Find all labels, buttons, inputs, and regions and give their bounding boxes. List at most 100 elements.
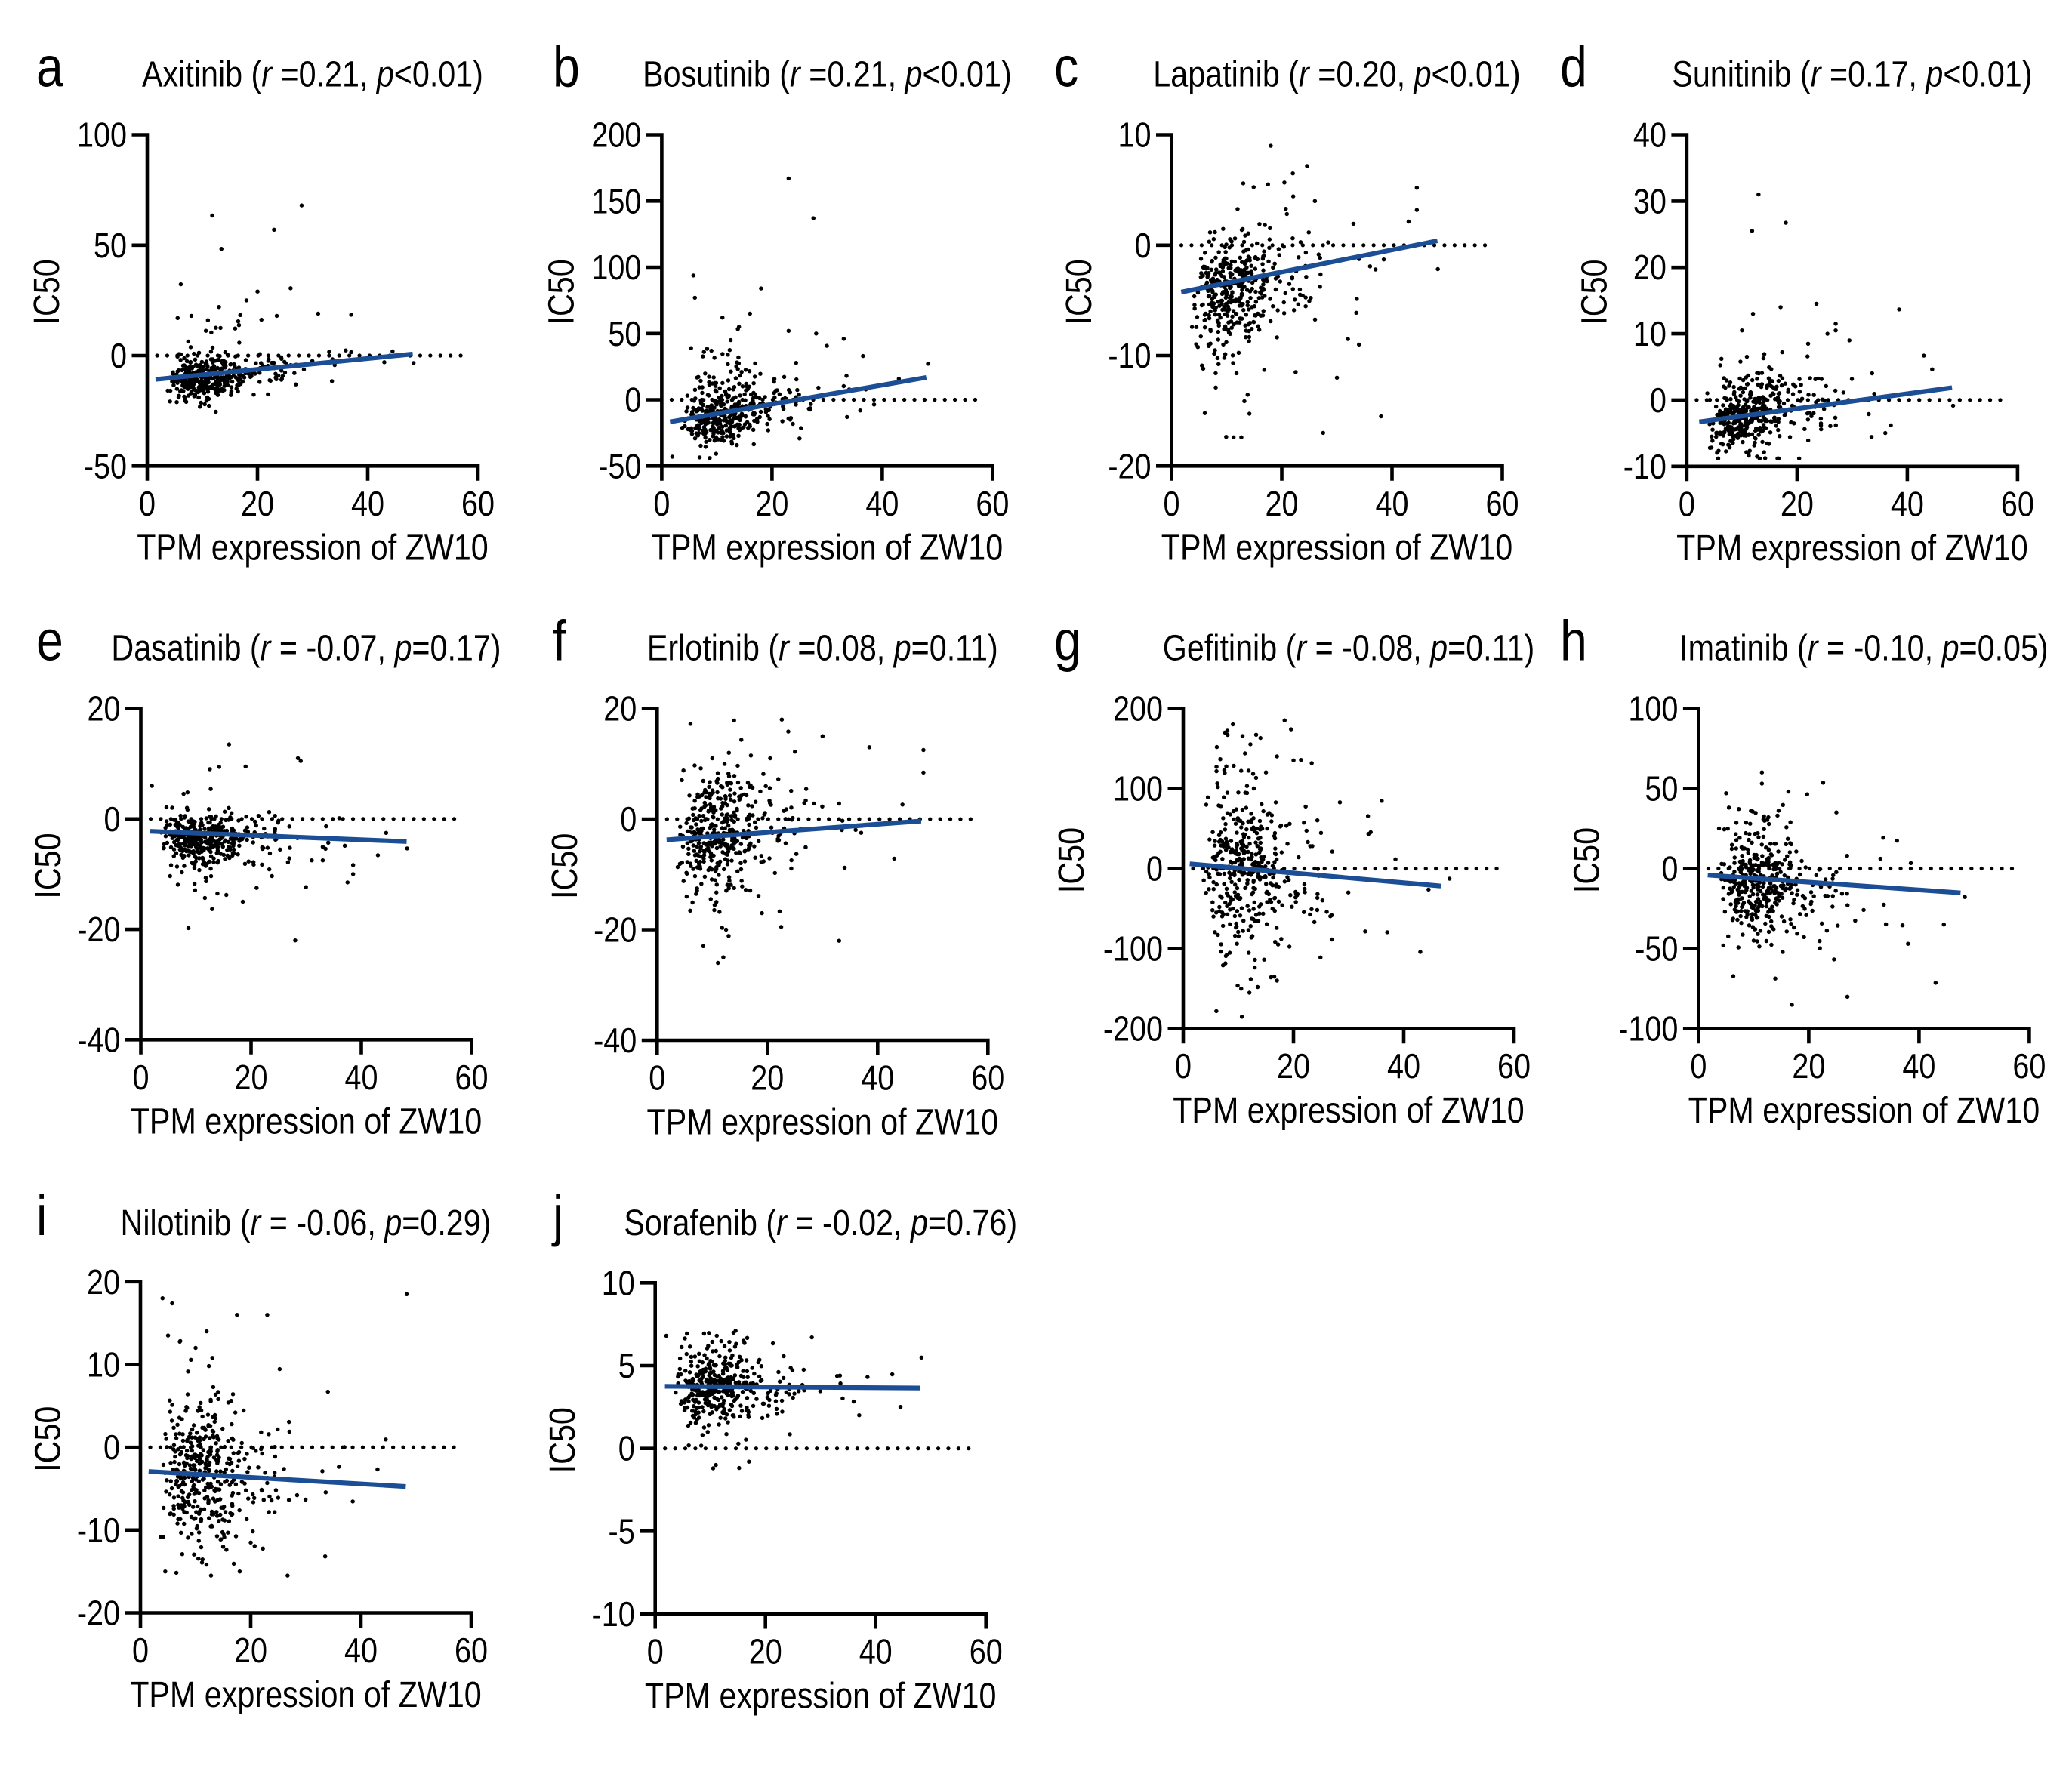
svg-text:60: 60	[970, 1633, 1003, 1671]
svg-text:20: 20	[1781, 485, 1814, 524]
svg-text:-20: -20	[77, 1594, 120, 1633]
svg-text:20: 20	[1265, 485, 1298, 523]
svg-text:5: 5	[618, 1347, 635, 1385]
svg-text:10: 10	[87, 1346, 120, 1385]
svg-text:-10: -10	[77, 1511, 120, 1550]
svg-text:20: 20	[603, 690, 637, 728]
svg-text:100: 100	[591, 248, 641, 287]
svg-text:TPM expression of ZW10: TPM expression of ZW10	[137, 528, 489, 568]
svg-text:IC50: IC50	[1574, 260, 1615, 325]
svg-text:60: 60	[2012, 1047, 2046, 1086]
svg-text:20: 20	[234, 1631, 267, 1670]
svg-text:IC50: IC50	[541, 259, 582, 325]
svg-text:-10: -10	[592, 1595, 635, 1634]
svg-text:IC50: IC50	[28, 833, 69, 898]
svg-text:IC50: IC50	[542, 1407, 583, 1473]
svg-text:0: 0	[618, 1430, 635, 1468]
svg-text:-100: -100	[1618, 1010, 1678, 1049]
svg-text:TPM expression of ZW10: TPM expression of ZW10	[1676, 528, 2028, 568]
svg-text:0: 0	[1134, 226, 1151, 265]
svg-text:Sorafenib (r = -0.02, p=0.76): Sorafenib (r = -0.02, p=0.76)	[624, 1203, 1017, 1243]
svg-text:0: 0	[647, 1633, 664, 1671]
svg-text:c: c	[1054, 35, 1078, 99]
svg-text:20: 20	[1633, 248, 1667, 287]
svg-text:20: 20	[1792, 1047, 1825, 1086]
svg-text:20: 20	[241, 485, 274, 523]
svg-text:40: 40	[1633, 116, 1667, 155]
svg-text:10: 10	[1633, 315, 1667, 353]
svg-text:-50: -50	[84, 448, 127, 486]
svg-text:f: f	[553, 609, 566, 673]
svg-text:-5: -5	[609, 1513, 635, 1551]
svg-text:e: e	[36, 609, 63, 673]
svg-text:Gefitinib (r = -0.08, p=0.11): Gefitinib (r = -0.08, p=0.11)	[1163, 627, 1534, 668]
svg-text:100: 100	[77, 116, 127, 155]
svg-text:150: 150	[591, 183, 641, 221]
svg-text:h: h	[1560, 609, 1587, 673]
svg-text:0: 0	[132, 1058, 149, 1097]
svg-text:j: j	[551, 1184, 563, 1247]
svg-text:0: 0	[1175, 1047, 1192, 1086]
svg-text:-20: -20	[1108, 448, 1151, 486]
svg-text:20: 20	[749, 1633, 782, 1671]
svg-text:IC50: IC50	[1051, 827, 1092, 893]
svg-text:50: 50	[1645, 770, 1678, 809]
svg-text:TPM expression of ZW10: TPM expression of ZW10	[130, 1674, 482, 1715]
svg-text:0: 0	[649, 1059, 665, 1098]
svg-text:40: 40	[865, 485, 899, 523]
svg-text:10: 10	[1118, 116, 1151, 155]
svg-text:0: 0	[1690, 1047, 1707, 1086]
svg-text:-200: -200	[1103, 1010, 1163, 1049]
svg-text:100: 100	[1628, 690, 1678, 728]
svg-text:i: i	[36, 1184, 47, 1247]
svg-text:-10: -10	[1108, 337, 1151, 375]
svg-text:-20: -20	[77, 910, 120, 949]
svg-text:30: 30	[1633, 183, 1667, 221]
svg-text:40: 40	[344, 1631, 378, 1670]
svg-text:-50: -50	[1635, 930, 1678, 969]
svg-text:TPM expression of ZW10: TPM expression of ZW10	[652, 528, 1004, 568]
svg-text:IC50: IC50	[544, 833, 585, 899]
svg-text:40: 40	[1387, 1047, 1420, 1086]
svg-text:Bosutinib (r =0.21, p<0.01): Bosutinib (r =0.21, p<0.01)	[643, 54, 1012, 94]
svg-text:-10: -10	[1623, 448, 1667, 486]
svg-text:60: 60	[455, 1631, 488, 1670]
svg-text:40: 40	[1375, 485, 1408, 523]
svg-text:TPM expression of ZW10: TPM expression of ZW10	[645, 1675, 997, 1716]
svg-text:Axitinib (r =0.21, p<0.01): Axitinib (r =0.21, p<0.01)	[142, 54, 483, 94]
svg-text:Imatinib (r = -0.10, p=0.05): Imatinib (r = -0.10, p=0.05)	[1679, 627, 2049, 668]
svg-text:0: 0	[1163, 485, 1179, 523]
svg-text:60: 60	[1485, 485, 1519, 523]
svg-text:TPM expression of ZW10: TPM expression of ZW10	[131, 1101, 483, 1142]
svg-text:40: 40	[859, 1633, 893, 1671]
svg-text:g: g	[1054, 609, 1081, 673]
svg-text:0: 0	[620, 800, 637, 839]
svg-text:TPM expression of ZW10: TPM expression of ZW10	[1161, 528, 1513, 568]
svg-text:IC50: IC50	[26, 259, 67, 325]
svg-text:Nilotinib (r = -0.06, p=0.29): Nilotinib (r = -0.06, p=0.29)	[121, 1203, 492, 1243]
svg-text:IC50: IC50	[1566, 827, 1607, 893]
svg-text:40: 40	[1902, 1047, 1935, 1086]
svg-text:0: 0	[624, 381, 641, 420]
svg-text:60: 60	[455, 1058, 488, 1097]
svg-text:Sunitinib (r =0.17, p<0.01): Sunitinib (r =0.17, p<0.01)	[1672, 54, 2032, 94]
svg-text:40: 40	[344, 1058, 378, 1097]
svg-text:20: 20	[87, 1263, 120, 1301]
svg-text:Erlotinib (r =0.08, p=0.11): Erlotinib (r =0.08, p=0.11)	[647, 627, 998, 668]
svg-text:60: 60	[971, 1059, 1004, 1098]
svg-text:0: 0	[1146, 850, 1163, 889]
svg-text:Dasatinib (r = -0.07, p=0.17): Dasatinib (r = -0.07, p=0.17)	[111, 627, 501, 668]
svg-text:60: 60	[976, 485, 1009, 523]
svg-text:0: 0	[1650, 381, 1667, 420]
svg-text:a: a	[36, 35, 63, 99]
svg-text:100: 100	[1113, 770, 1163, 809]
svg-text:0: 0	[103, 800, 120, 839]
svg-text:0: 0	[110, 337, 127, 375]
svg-text:60: 60	[2001, 485, 2034, 524]
svg-text:-100: -100	[1103, 930, 1163, 969]
svg-text:d: d	[1560, 35, 1587, 99]
svg-text:50: 50	[608, 315, 641, 353]
svg-text:IC50: IC50	[28, 1406, 69, 1472]
svg-text:IC50: IC50	[1059, 259, 1099, 325]
svg-text:-20: -20	[594, 911, 637, 950]
